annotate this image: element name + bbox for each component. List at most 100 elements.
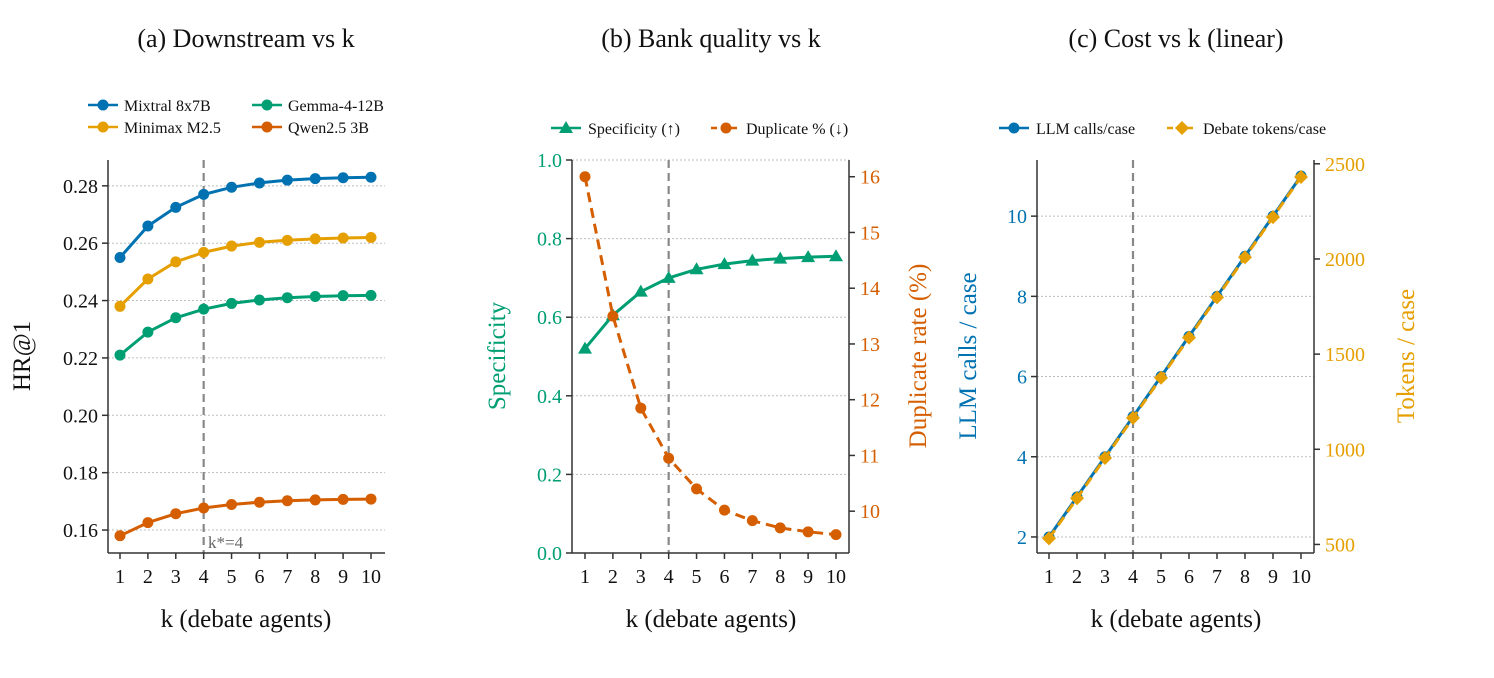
- panel-b-ytick-label: 0.6: [537, 307, 562, 329]
- panel-a-series-gemma-4-12b-line: [119, 293, 372, 357]
- panel-c-series-debate-tokens-case-point: [1126, 410, 1140, 425]
- panel-b-right-ytick-label: 14: [860, 278, 880, 300]
- panel-a-series-gemma-4-12b-point: [142, 326, 154, 338]
- panel-b-right-ytick-label: 12: [860, 390, 880, 412]
- panel-c-series-debate-tokens-case-point: [1182, 330, 1196, 345]
- panel-a-series-gemma-4-12b-point: [226, 297, 238, 309]
- panel-a-series-qwen2-5-3b-point: [281, 495, 293, 507]
- panel-a-series-mixtral-8x7b-point: [114, 252, 126, 264]
- panel-b-series-specificity-point: [633, 284, 648, 297]
- panel-b-series-specificity-point: [745, 253, 760, 266]
- panel-b-series-duplicate-point: [607, 310, 619, 322]
- panel-a-ytick-label: 0.16: [63, 520, 98, 542]
- panel-a-series-mixtral-8x7b-point: [281, 174, 293, 186]
- panel-a-series-minimax-m2-5-point: [365, 231, 377, 243]
- panel-a-series-mixtral-8x7b-point: [309, 173, 321, 185]
- panel-a-series-minimax-m2-5-point: [142, 273, 154, 285]
- legend-duplicate-label: Duplicate % (↓): [746, 121, 848, 138]
- panel-a-legend: Mixtral 8x7B Minimax M2.5 Gemma-4-12B Qw…: [88, 98, 384, 137]
- panel-c-series-debate-tokens-case-point: [1154, 370, 1168, 385]
- panel-b-xtick-label: 1: [580, 566, 590, 588]
- panel-b-series-duplicate-point: [802, 526, 814, 538]
- legend-specificity-marker: [559, 121, 573, 133]
- panel-c-legend: LLM calls/case Debate tokens/case: [999, 121, 1326, 138]
- panel-a-series-gemma-4-12b-point: [198, 303, 210, 315]
- panel-c-right-label: Tokens / case: [1393, 289, 1420, 423]
- panel-b-xtick-label: 10: [826, 566, 846, 588]
- panel-c-series-debate-tokens-case-point: [1238, 250, 1252, 265]
- panel-a-series-gemma-4-12b-point: [309, 291, 321, 303]
- panel-b-ytick-label: 0.2: [537, 464, 562, 486]
- panel-c-xtick-label: 6: [1184, 566, 1194, 588]
- panel-a-kstar-label: k*=4: [208, 533, 244, 552]
- legend-gemma-marker: [261, 99, 273, 111]
- panel-b-series-duplicate-point: [774, 522, 786, 534]
- panel-a-series-gemma-4-12b-point: [365, 289, 377, 301]
- panel-c-series-debate-tokens-case-point: [1098, 451, 1112, 466]
- panel-a-series-minimax-m2-5-point: [253, 236, 265, 248]
- panel-c-ytick-label: 8: [1017, 286, 1027, 308]
- panel-a-xtick-label: 3: [171, 566, 181, 588]
- panel-a-xtick-label: 8: [310, 566, 320, 588]
- panel-a-series-gemma-4-12b-point: [114, 349, 126, 361]
- panel-b-right-label: Duplicate rate (%): [905, 264, 932, 449]
- panel-a-series-mixtral-8x7b-point: [253, 177, 265, 189]
- panel-b-left-label: Specificity: [484, 301, 511, 410]
- panel-c-xtick-label: 3: [1100, 566, 1110, 588]
- panel-a-series-qwen2-5-3b-point: [365, 493, 377, 505]
- panel-b-ytick-label: 1.0: [537, 150, 562, 172]
- legend-mixtral-label: Mixtral 8x7B: [124, 98, 211, 115]
- legend-qwen-marker: [261, 121, 273, 133]
- panel-b-xtick-label: 3: [636, 566, 646, 588]
- panel-b-series-duplicate-point: [830, 529, 842, 541]
- panel-c-cost: (c) Cost vs k (linear) 2 4 6 8 10 500 1000 1500…: [955, 24, 1420, 633]
- panel-b-xtick-label: 5: [692, 566, 702, 588]
- panel-a-xtick-label: 5: [227, 566, 237, 588]
- panel-a-ytick-label: 0.20: [63, 405, 98, 427]
- panel-c-xtick-label: 5: [1156, 566, 1166, 588]
- panel-c-series-debate-tokens-case-point: [1070, 491, 1084, 506]
- legend-duplicate-marker: [720, 122, 732, 134]
- panel-a-series-gemma-4-12b-point: [253, 294, 265, 306]
- panel-a-downstream: (a) Downstream vs k 0.16 0.18 0.20 0.22 0.24…: [9, 24, 385, 633]
- legend-tokens-label: Debate tokens/case: [1203, 121, 1326, 138]
- panel-a-series-qwen2-5-3b-point: [114, 530, 126, 542]
- panel-b-ytick-label: 0.8: [537, 229, 562, 251]
- panel-a-xtick-label: 7: [282, 566, 292, 588]
- panel-a-series-mixtral-8x7b-point: [226, 181, 238, 193]
- panel-b-series-duplicate-point: [718, 504, 730, 516]
- panel-b-right-ytick-label: 11: [860, 445, 879, 467]
- panel-b-series-specificity-point: [773, 251, 788, 264]
- panel-b-series-duplicate-point: [691, 483, 703, 495]
- panel-c-xtick-label: 7: [1212, 566, 1222, 588]
- panel-b-series-specificity-point: [829, 249, 843, 262]
- panel-a-series-gemma-4-12b-point: [281, 292, 293, 304]
- panel-c-series-debate-tokens-case-point: [1042, 531, 1056, 546]
- panel-b-legend: Specificity (↑) Duplicate % (↓): [551, 121, 848, 138]
- panel-c-series-llm-calls-case-line: [1047, 175, 1303, 538]
- panel-a-ytick-label: 0.26: [63, 233, 98, 255]
- panel-a-series-minimax-m2-5-point: [198, 246, 210, 258]
- panel-a-series-qwen2-5-3b-point: [170, 508, 182, 520]
- panel-a-series-mixtral-8x7b-point: [142, 220, 154, 232]
- panel-b-xtick-label: 2: [608, 566, 618, 588]
- legend-specificity-label: Specificity (↑): [588, 121, 680, 138]
- legend-minimax-marker: [97, 121, 109, 133]
- panel-a-series-minimax-m2-5-point: [170, 256, 182, 268]
- panel-a-series-minimax-m2-5-line: [118, 236, 372, 308]
- legend-tokens-marker: [1175, 121, 1189, 135]
- panel-a-series-gemma-4-12b-point: [337, 290, 349, 302]
- panel-b-xtick-label: 8: [775, 566, 785, 588]
- panel-b-series-duplicate-point: [746, 515, 758, 527]
- panel-b-xtick-label: 7: [747, 566, 757, 588]
- panel-a-series-qwen2-5-3b-point: [309, 494, 321, 506]
- panel-a-xtick-label: 2: [143, 566, 153, 588]
- panel-c-ytick-label: 4: [1017, 447, 1027, 469]
- panel-c-xtick-label: 8: [1240, 566, 1250, 588]
- legend-qwen-label: Qwen2.5 3B: [288, 120, 369, 137]
- panel-a-xtick-label: 1: [115, 566, 125, 588]
- panel-b-series-specificity-point: [578, 341, 592, 354]
- panel-b-right-ytick-label: 10: [860, 501, 880, 523]
- panel-b-x-label: k (debate agents): [626, 606, 797, 633]
